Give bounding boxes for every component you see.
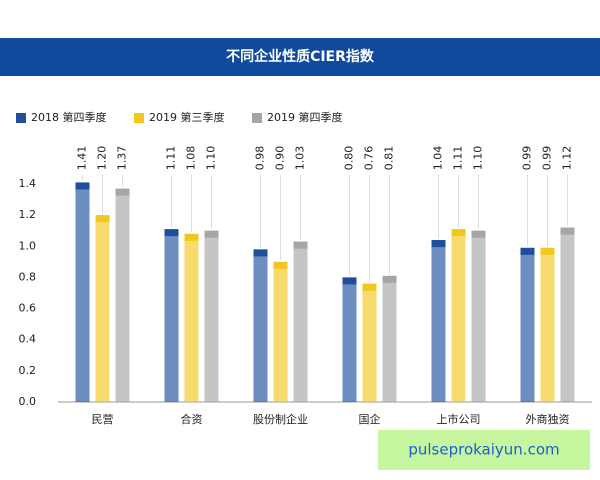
data-label: 1.08	[185, 146, 198, 171]
bar	[560, 227, 575, 402]
data-label: 1.11	[452, 146, 465, 171]
bar-cap	[75, 182, 90, 190]
bar	[273, 261, 288, 402]
bar-cap	[362, 283, 377, 291]
bar	[204, 230, 219, 402]
x-tick-label: 合资	[181, 412, 203, 426]
bar	[115, 188, 130, 402]
data-label: 1.12	[561, 146, 574, 171]
data-label: 0.81	[383, 146, 396, 171]
data-label: 0.99	[521, 146, 534, 171]
bar	[540, 247, 555, 402]
y-tick-label: 0.8	[19, 270, 37, 283]
bar-cap	[382, 275, 397, 283]
bar	[164, 229, 179, 402]
data-label: 1.04	[432, 146, 445, 171]
bar	[471, 230, 486, 402]
data-label: 1.37	[116, 146, 129, 171]
bar	[342, 277, 357, 402]
data-label: 1.10	[472, 146, 485, 171]
x-tick-label: 国企	[359, 412, 381, 426]
bar	[253, 249, 268, 402]
bar	[184, 233, 199, 402]
bar	[362, 283, 377, 402]
data-label: 1.11	[165, 146, 178, 171]
bar-cap	[253, 249, 268, 257]
bar-cap	[431, 240, 446, 248]
bar-cap	[115, 188, 130, 196]
x-tick-label: 民营	[92, 412, 114, 426]
legend-label: 2019 第三季度	[149, 110, 225, 124]
bar-cap	[184, 233, 199, 241]
bar	[382, 275, 397, 402]
bar	[451, 229, 466, 402]
x-tick-label: 股份制企业	[253, 412, 308, 426]
y-tick-label: 0.2	[19, 364, 37, 377]
bar	[95, 215, 110, 402]
y-tick-label: 0.6	[19, 302, 37, 315]
legend-swatch	[134, 113, 144, 123]
bar-cap	[471, 230, 486, 238]
legend-label: 2018 第四季度	[31, 110, 107, 124]
bar-cap	[342, 277, 357, 285]
watermark: pulseprokaiyun.com	[408, 441, 559, 459]
data-label: 0.90	[274, 146, 287, 171]
data-label: 1.41	[76, 146, 89, 171]
y-tick-label: 1.4	[19, 177, 37, 190]
bar-cap	[560, 227, 575, 235]
title-banner	[0, 38, 600, 76]
data-label: 1.03	[294, 146, 307, 171]
x-tick-label: 外商独资	[526, 412, 570, 426]
bar-cap	[273, 261, 288, 269]
bar	[431, 240, 446, 402]
bar-cap	[204, 230, 219, 238]
bar-cap	[520, 247, 535, 255]
bar-cap	[293, 241, 308, 249]
bar	[293, 241, 308, 402]
y-tick-label: 1.0	[19, 239, 37, 252]
data-label: 1.20	[96, 146, 109, 171]
data-label: 0.80	[343, 146, 356, 171]
bar-cap	[164, 229, 179, 237]
bar-cap	[95, 215, 110, 223]
data-label: 0.98	[254, 146, 267, 171]
bar	[520, 247, 535, 402]
x-tick-label: 上市公司	[437, 412, 481, 426]
watermark-box	[378, 430, 590, 470]
bar-cap	[451, 229, 466, 237]
data-label: 1.10	[205, 146, 218, 171]
y-tick-label: 1.2	[19, 208, 37, 221]
legend-label: 2019 第四季度	[267, 110, 343, 124]
legend-swatch	[252, 113, 262, 123]
legend-swatch	[16, 113, 26, 123]
data-label: 0.76	[363, 146, 376, 171]
chart-title: 不同企业性质CIER指数	[226, 48, 375, 65]
bar	[75, 182, 90, 402]
bar-cap	[540, 247, 555, 255]
y-tick-label: 0.4	[19, 333, 37, 346]
data-label: 0.99	[541, 146, 554, 171]
y-tick-label: 0.0	[19, 395, 37, 408]
